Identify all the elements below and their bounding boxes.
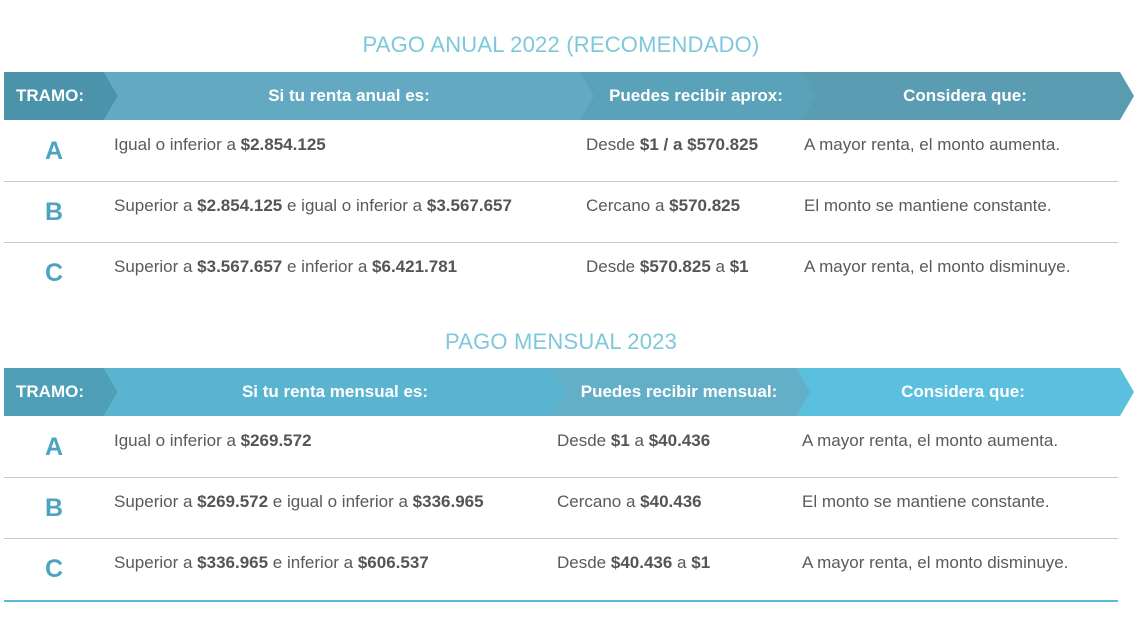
cell-text: Igual o inferior a [114,135,241,154]
cell-text: e inferior a [268,553,358,572]
recibir-cell: Desde $40.436 a $1 [557,539,710,587]
bottom-divider [4,600,1118,602]
amount-text: $570.825 [639,257,711,276]
amount-text: $1 / a $570.825 [639,135,759,154]
cell-text: Desde [557,431,611,450]
renta-cell: Superior a $336.965 e inferior a $606.53… [114,539,429,587]
considera-cell: A mayor renta, el monto disminuye. [802,553,1069,572]
recibir-cell: Cercano a $570.825 [586,182,740,230]
header-cell-3: Puedes recibir mensual: [548,368,810,416]
table-row: B Superior a $2.854.125 e igual o inferio… [4,182,1118,243]
amount-text: $336.965 [197,553,269,572]
header-cell-3: Puedes recibir aprox: [576,72,816,120]
header-cell-1: TRAMO: [4,368,118,416]
cell-text: Desde [557,553,611,572]
recibir-cell: Desde $570.825 a $1 [586,243,749,291]
tramo-letter: A [44,136,64,165]
table-row: A Igual o inferior a $2.854.125 Desde $1 /… [4,121,1118,182]
amount-text: $570.825 [669,196,741,215]
cell-text: Superior a [114,196,198,215]
cell-text: Superior a [114,492,198,511]
renta-cell: Igual o inferior a $269.572 [114,417,312,465]
cell-text: Igual o inferior a [114,431,241,450]
recibir-cell: Desde $1 a $40.436 [557,417,710,465]
tramo-letter: C [44,554,64,583]
cell-text: Desde [586,135,640,154]
cell-text: Superior a [114,257,198,276]
amount-text: $40.436 [640,492,702,511]
renta-cell: Superior a $269.572 e igual o inferior a… [114,478,484,526]
amount-text: $336.965 [412,492,484,511]
tramo-letter: B [44,197,64,226]
amount-text: $1 [610,431,630,450]
table-row: B Superior a $269.572 e igual o inferior … [4,478,1118,539]
cell-text: Cercano a [586,196,670,215]
table-row: C Superior a $3.567.657 e inferior a $6.4… [4,243,1118,304]
cell-text: e igual o inferior a [268,492,413,511]
considera-cell: El monto se mantiene constante. [802,492,1050,511]
amount-text: $2.854.125 [240,135,326,154]
table-title-mensual: PAGO MENSUAL 2023 [444,329,678,354]
cell-text: a [710,257,730,276]
amount-text: $1 [729,257,749,276]
amount-text: $40.436 [610,553,673,572]
considera-cell: A mayor renta, el monto aumenta. [802,431,1059,450]
table-header-anual: TRAMO: Si tu renta anual es: Puedes recibi… [4,72,1134,120]
amount-text: $606.537 [357,553,429,572]
amount-text: $269.572 [240,431,312,450]
amount-text: $3.567.657 [426,196,512,215]
amount-text: $6.421.781 [372,257,458,276]
considera-cell: A mayor renta, el monto disminuye. [804,257,1071,276]
table-header-mensual: TRAMO: Si tu renta mensual es: Puedes reci… [4,368,1134,416]
tramo-letter: B [44,493,64,522]
considera-cell: El monto se mantiene constante. [804,196,1052,215]
cell-text: e inferior a [282,257,373,276]
renta-cell: Superior a $2.854.125 e igual o inferior… [114,182,512,230]
tramo-letter: A [44,432,64,461]
cell-text: e igual o inferior a [282,196,427,215]
header-cell-4: Considera que: [796,72,1134,120]
amount-text: $3.567.657 [197,257,283,276]
amount-text: $1 [691,553,711,572]
amount-text: $269.572 [197,492,269,511]
tramo-letter: C [44,258,64,287]
renta-cell: Igual o inferior a $2.854.125 [114,121,326,169]
row-divider [4,538,1118,539]
header-cell-1: TRAMO: [4,72,118,120]
row-divider [4,181,1118,182]
recibir-cell: Desde $1 / a $570.825 [586,121,758,169]
amount-text: $2.854.125 [197,196,283,215]
cell-text: Superior a [114,553,198,572]
header-cell-2: Si tu renta anual es: [104,72,594,120]
cell-text: Desde [586,257,640,276]
header-cell-4: Considera que: [792,368,1134,416]
renta-cell: Superior a $3.567.657 e inferior a $6.42… [114,243,457,291]
row-divider [4,477,1118,478]
recibir-cell: Cercano a $40.436 [557,478,702,526]
cell-text: a [672,553,692,572]
table-title-anual: PAGO ANUAL 2022 (RECOMENDADO) [362,32,760,57]
amount-text: $40.436 [648,431,711,450]
cell-text: Cercano a [557,492,641,511]
row-divider [4,242,1118,243]
table-row: C Superior a $336.965 e inferior a $606.5… [4,539,1118,600]
cell-text: a [629,431,649,450]
table-row: A Igual o inferior a $269.572 Desde $1 a $… [4,417,1118,478]
considera-cell: A mayor renta, el monto aumenta. [804,135,1061,154]
header-cell-2: Si tu renta mensual es: [104,368,566,416]
